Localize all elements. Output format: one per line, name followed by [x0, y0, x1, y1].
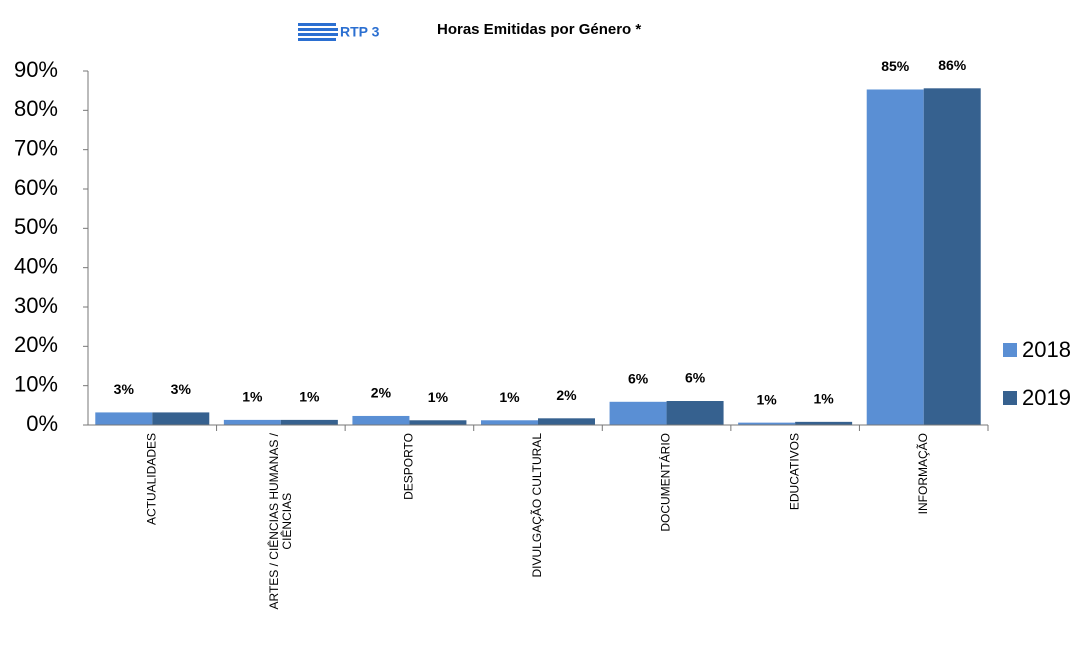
y-tick-label: 50%	[14, 214, 58, 239]
x-tick-label-line: CIÊNCIAS	[279, 493, 294, 550]
y-tick-label: 80%	[14, 96, 58, 121]
logo-text: RTP 3	[340, 24, 380, 40]
y-tick-label: 10%	[14, 371, 58, 396]
bar	[223, 419, 281, 425]
bar	[538, 418, 595, 425]
bar	[866, 89, 924, 425]
y-tick-label: 40%	[14, 253, 58, 278]
bar	[795, 421, 853, 425]
value-label: 86%	[938, 57, 967, 73]
value-label: 2%	[556, 387, 577, 403]
x-tick-label-line: ARTES / CIÊNCIAS HUMANAS /	[266, 432, 281, 609]
logo-icon	[298, 23, 338, 41]
value-label: 3%	[114, 381, 135, 397]
bar	[481, 420, 538, 425]
bar	[666, 401, 724, 425]
bar	[95, 412, 153, 425]
bar	[280, 419, 338, 425]
bar	[152, 412, 210, 425]
x-tick-label: DOCUMENTÁRIO	[658, 433, 673, 532]
legend-swatch	[1003, 343, 1017, 357]
value-label: 6%	[628, 370, 649, 386]
chart-title: Horas Emitidas por Género *	[437, 21, 641, 38]
bar	[352, 415, 410, 425]
x-tick-label: EDUCATIVOS	[787, 433, 801, 510]
value-label: 1%	[814, 391, 835, 407]
value-label: 1%	[499, 389, 520, 405]
value-label: 1%	[299, 389, 320, 405]
y-tick-label: 30%	[14, 293, 58, 318]
x-tick-label: DESPORTO	[402, 433, 416, 500]
value-label: 1%	[242, 389, 263, 405]
y-tick-label: 0%	[26, 411, 58, 436]
y-tick-label: 60%	[14, 175, 58, 200]
value-label: 6%	[685, 370, 706, 386]
y-tick-label: 20%	[14, 332, 58, 357]
value-label: 2%	[371, 385, 392, 401]
x-tick-label: ACTUALIDADES	[144, 433, 158, 525]
value-label: 85%	[881, 58, 910, 74]
y-tick-label: 90%	[14, 57, 58, 82]
value-label: 1%	[757, 391, 778, 407]
bar	[738, 422, 796, 425]
legend-swatch	[1003, 391, 1017, 405]
bar	[923, 88, 981, 425]
x-tick-label: DIVULGAÇÃO CULTURAL	[530, 433, 544, 578]
legend-label: 2019	[1022, 385, 1071, 410]
value-label: 1%	[428, 389, 449, 405]
bar	[609, 401, 667, 425]
x-tick-label: INFORMAÇÃO	[916, 433, 930, 514]
x-tick-label: ARTES / CIÊNCIAS HUMANAS /CIÊNCIAS	[266, 432, 294, 609]
legend-label: 2018	[1022, 337, 1071, 362]
y-tick-label: 70%	[14, 135, 58, 160]
value-label: 3%	[171, 381, 192, 397]
bar	[409, 420, 467, 425]
